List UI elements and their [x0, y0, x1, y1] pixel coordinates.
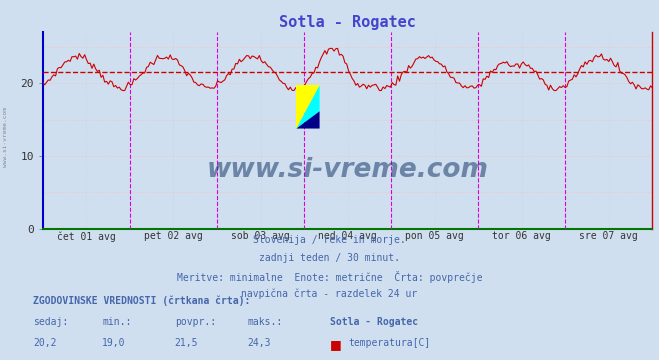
Text: 20,2: 20,2: [33, 338, 57, 348]
Text: Sotla - Rogatec: Sotla - Rogatec: [330, 317, 418, 327]
Text: www.si-vreme.com: www.si-vreme.com: [3, 107, 9, 167]
Text: povpr.:: povpr.:: [175, 317, 215, 327]
Text: maks.:: maks.:: [247, 317, 282, 327]
Text: min.:: min.:: [102, 317, 132, 327]
Text: ■: ■: [330, 338, 341, 351]
Text: temperatura[C]: temperatura[C]: [348, 338, 430, 348]
Text: Slovenija / reke in morje.: Slovenija / reke in morje.: [253, 235, 406, 245]
Text: Meritve: minimalne  Enote: metrične  Črta: povprečje: Meritve: minimalne Enote: metrične Črta:…: [177, 271, 482, 283]
Text: 21,5: 21,5: [175, 338, 198, 348]
Text: ZGODOVINSKE VREDNOSTI (črtkana črta):: ZGODOVINSKE VREDNOSTI (črtkana črta):: [33, 296, 250, 306]
Text: sedaj:: sedaj:: [33, 317, 68, 327]
Text: www.si-vreme.com: www.si-vreme.com: [207, 157, 488, 183]
Text: 19,0: 19,0: [102, 338, 126, 348]
Text: 24,3: 24,3: [247, 338, 271, 348]
Text: zadnji teden / 30 minut.: zadnji teden / 30 minut.: [259, 253, 400, 263]
Text: navpična črta - razdelek 24 ur: navpična črta - razdelek 24 ur: [241, 289, 418, 299]
Title: Sotla - Rogatec: Sotla - Rogatec: [279, 15, 416, 30]
